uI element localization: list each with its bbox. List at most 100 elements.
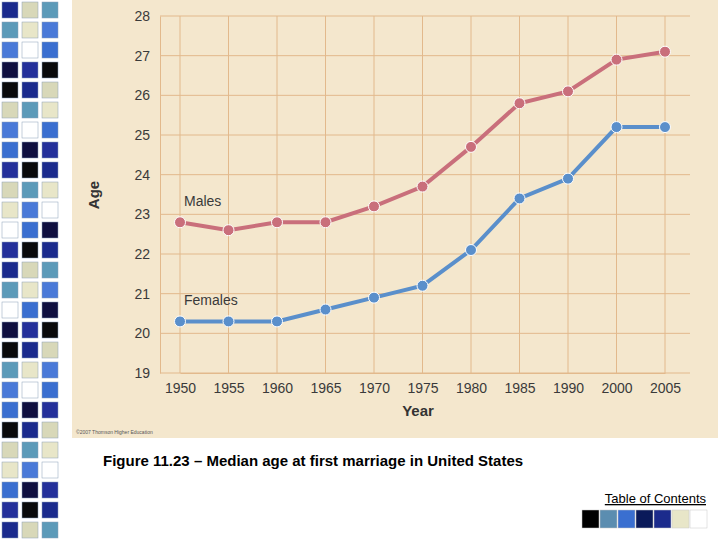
grid-line (160, 214, 690, 215)
decor-square (22, 182, 38, 198)
decor-square (2, 2, 18, 18)
grid-line (160, 293, 690, 294)
tick: 1985 (504, 373, 535, 396)
decor-square (42, 342, 58, 358)
tick: 27 (134, 48, 160, 64)
x-axis: 1950195519601965197019751980198519902000… (165, 373, 681, 396)
decor-square (2, 282, 18, 298)
decor-square (22, 342, 38, 358)
grid-line (160, 55, 690, 56)
marker (175, 316, 186, 327)
decor-square (2, 142, 18, 158)
decor-square (42, 462, 58, 478)
tick-label: 28 (134, 8, 150, 24)
y-axis: 19202122232425262728 (134, 8, 160, 381)
marker (466, 245, 477, 256)
grid-line (471, 16, 472, 373)
decor-square (22, 202, 38, 218)
decor-square (42, 262, 58, 278)
marker (466, 141, 477, 152)
tick-label: 24 (134, 167, 150, 183)
decor-square (22, 282, 38, 298)
decor-square (2, 442, 18, 458)
tick-label: 23 (134, 206, 150, 222)
tick-label: 1960 (262, 380, 293, 396)
tick: 24 (134, 167, 160, 183)
decor-square (2, 162, 18, 178)
marker (320, 304, 331, 315)
tick: 25 (134, 127, 160, 143)
tick-label: 1970 (359, 380, 390, 396)
decor-square (2, 202, 18, 218)
tick-label: 1990 (553, 380, 584, 396)
decor-square (22, 42, 38, 58)
decor-square (42, 142, 58, 158)
decor-square (42, 202, 58, 218)
decor-square (42, 82, 58, 98)
tick: 26 (134, 87, 160, 103)
tick: 1960 (262, 373, 293, 396)
decor-square (22, 362, 38, 378)
decor-square (42, 522, 58, 538)
decor-square (22, 442, 38, 458)
tick-label: 26 (134, 87, 150, 103)
tick: 19 (134, 365, 160, 381)
decor-square (22, 102, 38, 118)
tick: 1975 (407, 373, 438, 396)
decor-square (22, 382, 38, 398)
marker (660, 46, 671, 57)
decor-square (2, 382, 18, 398)
marker (417, 181, 428, 192)
toc-link[interactable]: Table of Contents (605, 491, 707, 506)
decor-square (22, 322, 38, 338)
decor-square (42, 402, 58, 418)
tick-label: 2005 (650, 380, 681, 396)
decor-square (22, 482, 38, 498)
decor-square (2, 482, 18, 498)
decor-square (42, 102, 58, 118)
series-label: Males (184, 193, 221, 209)
title: Figure 11.23 – Median age at first marri… (103, 452, 523, 469)
marker (175, 217, 186, 228)
decor-strip (2, 2, 58, 538)
decor-square (2, 262, 18, 278)
decor-square (2, 422, 18, 438)
tick-label: 25 (134, 127, 150, 143)
decor-square (42, 302, 58, 318)
decor-square (2, 242, 18, 258)
tick-label: 1985 (504, 380, 535, 396)
decor-square (22, 162, 38, 178)
grid-line (568, 16, 569, 373)
marker (563, 86, 574, 97)
decor-square (2, 102, 18, 118)
tick: 1965 (310, 373, 341, 396)
tick: 28 (134, 8, 160, 24)
tick: 2005 (650, 373, 681, 396)
decor-square (42, 182, 58, 198)
decor-square (2, 502, 18, 518)
decor-square (22, 62, 38, 78)
credit: ©2007 Thomson Higher Education (76, 429, 153, 435)
decor-square (2, 302, 18, 318)
axis-title: Age (85, 181, 102, 209)
decor-square (690, 510, 707, 528)
tick-label: 1980 (456, 380, 487, 396)
marker (320, 217, 331, 228)
decor-square (2, 22, 18, 38)
tick-label: 27 (134, 48, 150, 64)
decor-square (2, 62, 18, 78)
tick: 2000 (601, 373, 632, 396)
decor-square (42, 502, 58, 518)
tick: 20 (134, 325, 160, 341)
decor-square (42, 322, 58, 338)
decor-square (2, 122, 18, 138)
marker (369, 201, 380, 212)
axis-line (160, 17, 161, 374)
decor-square (22, 402, 38, 418)
decor-square (2, 182, 18, 198)
decor-square (2, 362, 18, 378)
decor-square (600, 510, 617, 528)
grid-line (160, 373, 690, 374)
decor-square (22, 122, 38, 138)
decor-square (22, 2, 38, 18)
